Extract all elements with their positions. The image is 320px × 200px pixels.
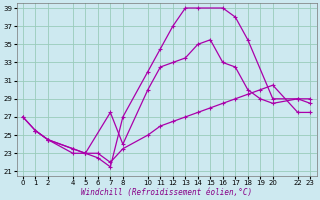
X-axis label: Windchill (Refroidissement éolien,°C): Windchill (Refroidissement éolien,°C) bbox=[81, 188, 252, 197]
